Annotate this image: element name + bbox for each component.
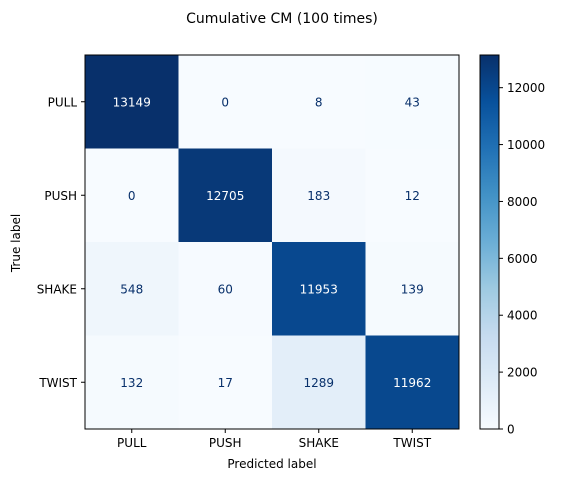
y-tick-label: SHAKE [37,282,77,296]
colorbar-tick-label: 2000 [507,366,538,380]
heatmap-cell [85,242,179,336]
heatmap-cell [272,335,366,430]
colorbar: 0 2000 4000 6000 8000 10000 12000 [479,54,545,437]
heatmap-cell [178,148,273,243]
y-tick-label: PULL [48,95,78,109]
cell-value-label: 548 [120,282,143,296]
colorbar-tick-label: 0 [507,423,515,437]
x-axis-label: Predicted label [227,457,316,471]
heatmap-cell [365,55,460,149]
heatmap-cell [178,55,273,149]
cell-value-label: 183 [307,189,330,203]
x-tick-label: SHAKE [299,436,339,450]
heatmap-cell [272,242,366,336]
cell-value-label: 11962 [393,376,431,390]
y-tick-label: TWIST [38,376,77,390]
colorbar-tick-label: 6000 [507,252,538,266]
cell-value-label: 0 [128,189,136,203]
y-axis: PULL PUSH SHAKE TWIST [37,95,85,390]
heatmap-cell [178,335,273,430]
heatmap-cell [85,55,179,149]
colorbar-frame [479,54,500,430]
cell-value-label: 1289 [303,376,334,390]
heatmap-cell-labels: 13149 0 8 43 0 12705 183 12 548 60 11953 139 132 17 12… [113,95,432,390]
heatmap-cell [85,335,179,430]
cell-value-label: 12 [405,189,420,203]
heatmap-cell [365,148,460,243]
cell-value-label: 13149 [113,95,151,109]
plot-frame [84,54,460,430]
x-tick-label: PUSH [209,436,242,450]
x-axis: PULL PUSH SHAKE TWIST [117,429,432,450]
cell-value-label: 12705 [206,189,244,203]
x-tick-label: PULL [117,436,147,450]
cell-value-label: 60 [218,282,233,296]
y-tick-label: PUSH [44,189,77,203]
cell-value-label: 139 [401,282,424,296]
cell-value-label: 132 [120,376,143,390]
colorbar-gradient [480,55,499,429]
cell-value-label: 0 [221,95,229,109]
cell-value-label: 8 [315,95,323,109]
colorbar-tick-label: 12000 [507,81,545,95]
heatmap-cell [272,148,366,243]
y-axis-label: True label [9,214,23,273]
heatmap-cell [272,55,366,149]
colorbar-tick-label: 10000 [507,138,545,152]
colorbar-tick-label: 8000 [507,195,538,209]
heatmap-cell [365,242,460,336]
cell-value-label: 17 [218,376,233,390]
heatmap-cell [85,148,179,243]
heatmap-cell [365,335,460,430]
heatmap-cell [178,242,273,336]
colorbar-tick-label: 4000 [507,309,538,323]
heatmap-cells [85,55,460,430]
cell-value-label: 43 [405,95,420,109]
cell-value-label: 11953 [300,282,338,296]
x-tick-label: TWIST [392,436,431,450]
chart-title: Cumulative CM (100 times) [186,11,378,27]
